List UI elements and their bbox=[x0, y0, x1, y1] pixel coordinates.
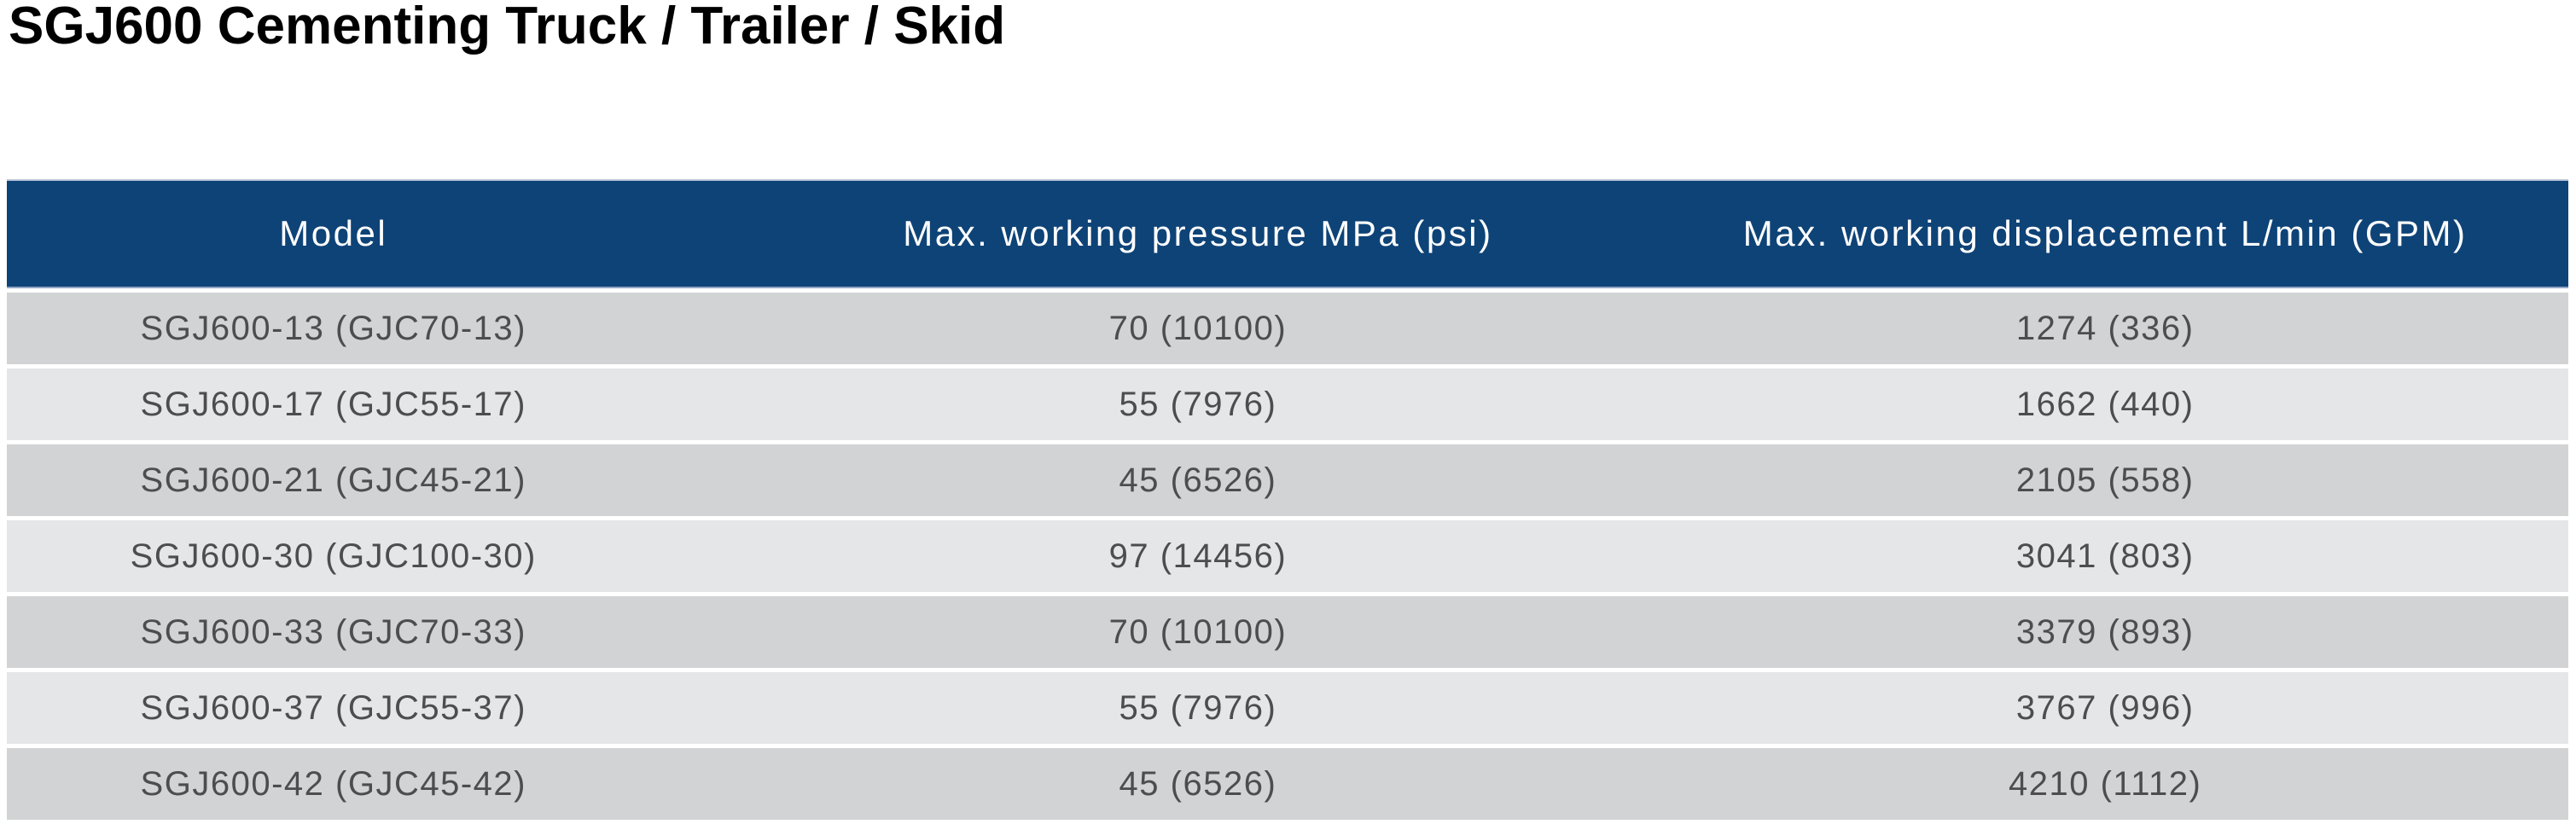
cell-model: SGJ600-13 (GJC70-13) bbox=[140, 309, 526, 347]
cell-pressure: 55 (7976) bbox=[1119, 385, 1277, 423]
cell-displacement: 3041 (803) bbox=[2015, 537, 2195, 575]
cell-pressure: 55 (7976) bbox=[1119, 688, 1277, 727]
cell-model: SGJ600-37 (GJC55-37) bbox=[140, 688, 526, 727]
cell-displacement: 1662 (440) bbox=[2015, 385, 2195, 423]
cell-pressure: 97 (14456) bbox=[1108, 537, 1288, 575]
cell-pressure: 70 (10100) bbox=[1108, 612, 1288, 651]
spec-table: Model Max. working pressure MPa (psi) Ma… bbox=[7, 179, 2568, 820]
page-title: SGJ600 Cementing Truck / Trailer / Skid bbox=[9, 0, 1006, 55]
column-header-model: Model bbox=[279, 213, 388, 253]
cell-pressure: 45 (6526) bbox=[1119, 461, 1277, 499]
cell-displacement: 3379 (893) bbox=[2015, 612, 2195, 651]
cell-pressure: 45 (6526) bbox=[1119, 764, 1277, 803]
cell-model: SGJ600-30 (GJC100-30) bbox=[130, 537, 537, 575]
table-row: SGJ600-37 (GJC55-37) 55 (7976) 3767 (996… bbox=[7, 672, 2568, 744]
cell-displacement: 1274 (336) bbox=[2015, 309, 2195, 347]
cell-model: SGJ600-17 (GJC55-17) bbox=[140, 385, 526, 423]
column-header-pressure: Max. working pressure MPa (psi) bbox=[903, 213, 1493, 253]
table-row: SGJ600-33 (GJC70-33) 70 (10100) 3379 (89… bbox=[7, 596, 2568, 668]
cell-model: SGJ600-21 (GJC45-21) bbox=[140, 461, 526, 499]
cell-displacement: 2105 (558) bbox=[2015, 461, 2195, 499]
table-header-row: Model Max. working pressure MPa (psi) Ma… bbox=[7, 179, 2568, 288]
column-header-displacement: Max. working displacement L/min (GPM) bbox=[1742, 213, 2468, 253]
table-row: SGJ600-13 (GJC70-13) 70 (10100) 1274 (33… bbox=[7, 293, 2568, 364]
cell-model: SGJ600-42 (GJC45-42) bbox=[140, 764, 526, 803]
cell-model: SGJ600-33 (GJC70-33) bbox=[140, 612, 526, 651]
table-row: SGJ600-30 (GJC100-30) 97 (14456) 3041 (8… bbox=[7, 520, 2568, 592]
table-row: SGJ600-17 (GJC55-17) 55 (7976) 1662 (440… bbox=[7, 368, 2568, 440]
cell-displacement: 3767 (996) bbox=[2015, 688, 2195, 727]
cell-displacement: 4210 (1112) bbox=[2009, 764, 2202, 803]
cell-pressure: 70 (10100) bbox=[1108, 309, 1288, 347]
table-row: SGJ600-21 (GJC45-21) 45 (6526) 2105 (558… bbox=[7, 444, 2568, 516]
table-row: SGJ600-42 (GJC45-42) 45 (6526) 4210 (111… bbox=[7, 748, 2568, 820]
